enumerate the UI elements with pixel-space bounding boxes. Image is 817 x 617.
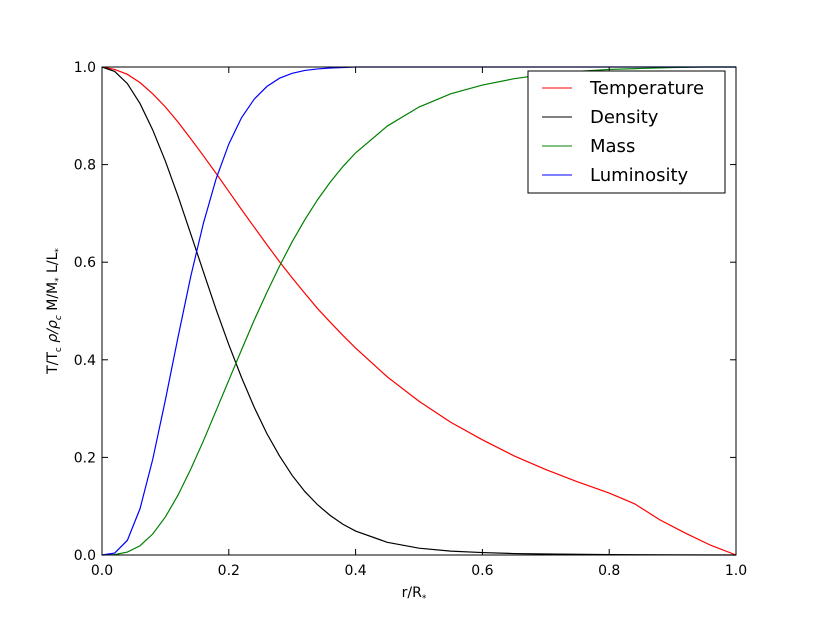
y-tick-label: 0.6	[74, 255, 96, 271]
legend-label-density: Density	[590, 107, 659, 128]
x-tick-label: 1.0	[725, 563, 747, 579]
y-tick-label: 0.8	[74, 158, 96, 174]
ticks-layer: 0.0 0.2 0.4 0.6 0.8 1.0 0.0 0.2 0.4 0.6 0.8 1.0	[74, 60, 747, 579]
x-tick-label: 0.2	[218, 563, 240, 579]
x-tick-label: 0.6	[471, 563, 493, 579]
legend-box	[527, 70, 726, 194]
series-line-temperature	[101, 66, 737, 556]
y-tick-label: 0.4	[74, 353, 96, 369]
legend: Temperature Density Mass Luminosity	[527, 70, 726, 194]
legend-label-temperature: Temperature	[589, 78, 704, 99]
y-tick-label: 0.2	[74, 450, 96, 466]
y-axis-label: T/Tc ρ/ρc M/M* L/L*	[45, 248, 64, 375]
y-tick-label: 0.0	[74, 548, 96, 564]
x-axis-label: r/R*	[402, 585, 427, 604]
plot-frame	[101, 66, 737, 556]
legend-label-mass: Mass	[590, 136, 635, 157]
legend-label-luminosity: Luminosity	[590, 165, 689, 186]
x-tick-label: 0.8	[598, 563, 620, 579]
y-tick-label: 1.0	[74, 60, 96, 76]
x-tick-label: 0.4	[344, 563, 366, 579]
series-line-density	[101, 66, 737, 556]
x-tick-label: 0.0	[91, 563, 113, 579]
